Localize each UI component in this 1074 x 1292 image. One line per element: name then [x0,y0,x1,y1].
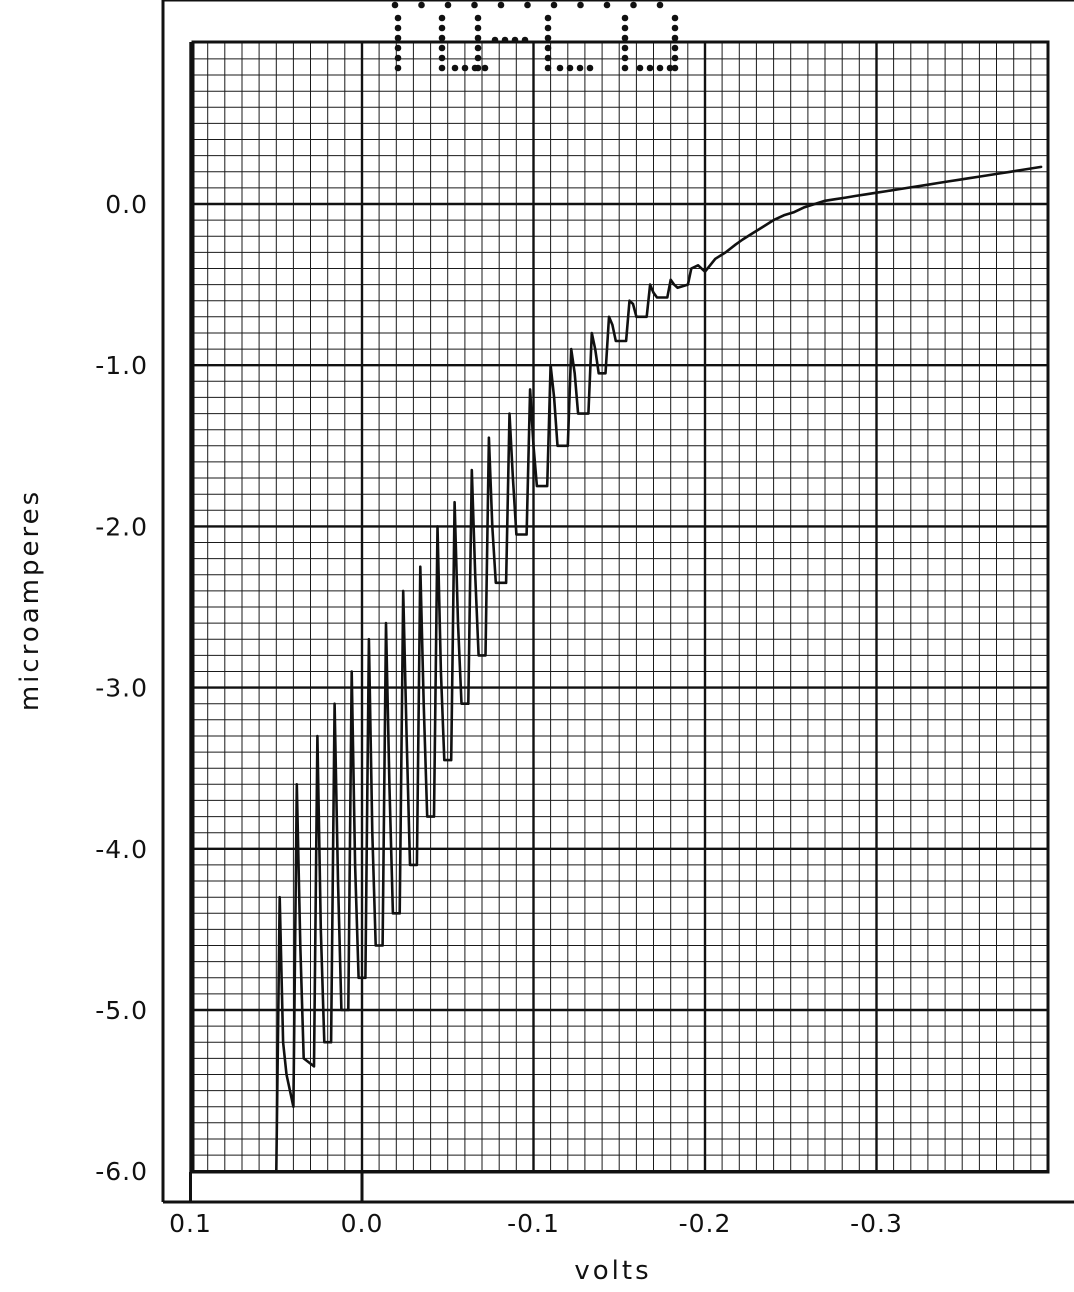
stamp-dot [544,24,552,32]
stamp-dot [501,36,509,44]
stamp-dot [671,34,679,42]
stamp-dot [671,24,679,32]
stamp-dot [671,64,679,72]
stamp-dot [544,64,552,72]
y-tick-label: -1.0 [95,351,148,380]
stamp-dot [666,64,674,72]
stamp-dot [438,34,446,42]
stamp-dot [577,1,584,9]
stamp-dot [451,64,459,72]
stamp-dot [497,1,505,9]
stamp-dot [474,44,482,52]
major-grid [189,40,1050,1174]
stamp-dot [621,54,629,62]
stamp-dot [394,24,402,32]
stamp-dot [474,14,482,22]
stamp-dot [471,1,478,9]
stamp-dot [576,64,584,72]
stamp-dot [491,36,499,44]
stamp-dot [656,64,664,72]
stamp-dot [603,1,611,9]
x-tick-label: 0.1 [169,1209,212,1238]
stamp-dot [621,34,629,42]
stamp-dot [438,14,446,22]
stamp-dot [671,54,679,62]
stamp-dot [636,64,644,72]
stamp-dot [586,64,594,72]
stamp-dot [391,1,399,9]
y-tick-label: -5.0 [95,996,148,1025]
stamp-dot [621,14,629,22]
stamp-dot [471,64,479,72]
stamp-dot [438,64,446,72]
stamp-dot [656,1,664,9]
chart-frame [161,0,1074,1204]
stamp-dot [394,54,402,62]
stamp-dot [544,14,552,22]
stamp-dot [474,24,482,32]
data-series [274,165,1043,1173]
x-tick-labels: 0.1 0.0 -0.1 -0.2 -0.3 [169,1209,903,1238]
stamp-dot [394,44,402,52]
stamp-dot [544,34,552,42]
stamp-dot [438,24,446,32]
x-tick-label: -0.3 [850,1209,903,1238]
stamp-dot [621,24,629,32]
x-tick-label: -0.1 [507,1209,560,1238]
stamp-dot [671,44,679,52]
x-axis-title: volts [574,1256,651,1286]
dotted-stamp-mark [391,1,679,72]
stamp-dot [621,44,629,52]
y-tick-label: -6.0 [95,1157,148,1186]
stamp-dot [444,1,452,9]
y-tick-label: 0.0 [105,190,148,219]
stamp-dot [418,1,425,9]
stamp-dot [438,54,446,62]
y-axis-title: microamperes [15,489,45,711]
x-tick-label: -0.2 [679,1209,732,1238]
y-tick-label: -3.0 [95,674,148,703]
stamp-dot [474,54,482,62]
stamp-dot [671,14,679,22]
stamp-dot [481,64,489,72]
stamp-dot [461,64,469,72]
y-tick-labels: 0.0 -1.0 -2.0 -3.0 -4.0 -5.0 -6.0 [95,190,148,1186]
x-tick-label: 0.0 [341,1209,384,1238]
stamp-dot [544,54,552,62]
stamp-dot [521,36,529,44]
stamp-dot [630,1,637,9]
stamp-dot [394,34,402,42]
stamp-dot [474,34,482,42]
stamp-dot [550,1,558,9]
stamp-dot [524,1,531,9]
stamp-dot [566,64,574,72]
y-tick-label: -2.0 [95,512,148,541]
stamp-dot [511,36,519,44]
stamp-dot [394,64,402,72]
series-line-0 [274,165,1043,1173]
stamp-dot [621,64,629,72]
stamp-dot [438,44,446,52]
stamp-dot [394,14,402,22]
y-tick-label: -4.0 [95,835,148,864]
stamp-dot [646,64,654,72]
stamp-dot [544,44,552,52]
stamp-dot [556,64,564,72]
minor-grid [190,42,1049,1172]
